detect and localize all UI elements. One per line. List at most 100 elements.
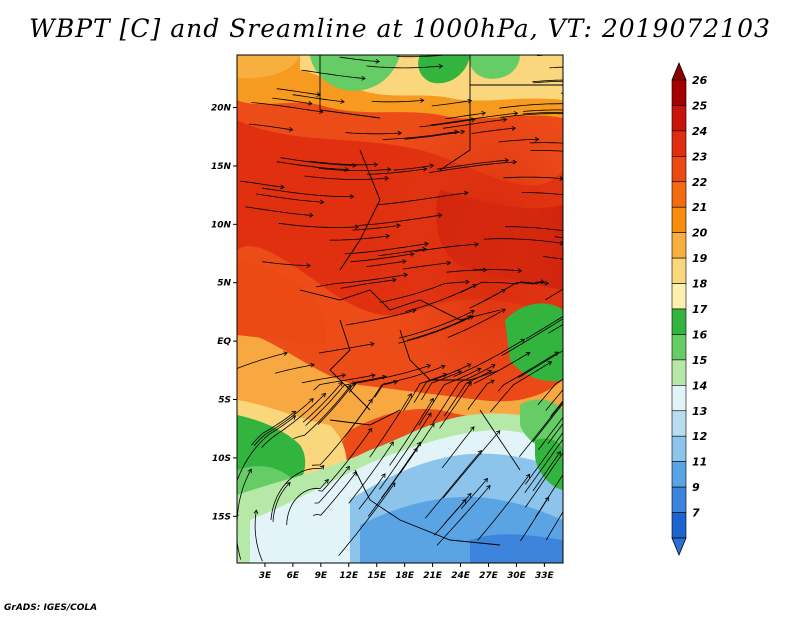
streamline-arrow	[382, 374, 387, 380]
streamline	[436, 159, 509, 170]
streamline-arrow	[407, 393, 412, 398]
streamline-arrow	[416, 441, 421, 447]
streamline-arrow	[584, 281, 588, 285]
streamline-arrow	[472, 283, 477, 289]
streamline-arrow	[583, 386, 587, 390]
streamline	[520, 496, 550, 542]
streamline	[340, 279, 397, 289]
streamline-arrow	[375, 58, 380, 64]
streamline	[348, 364, 431, 393]
streamline	[432, 364, 496, 424]
streamline	[378, 248, 427, 257]
streamline	[311, 399, 373, 466]
streamline	[312, 471, 357, 516]
streamline-arrow	[384, 176, 390, 181]
streamline	[369, 393, 412, 458]
streamline	[446, 269, 487, 273]
colorbar-label: 9	[692, 481, 700, 494]
streamline-arrow	[446, 260, 452, 266]
streamline-arrow	[253, 509, 259, 514]
streamline	[367, 447, 418, 517]
streamline	[318, 428, 373, 492]
streamline	[467, 379, 495, 410]
streamline-arrow	[413, 447, 418, 453]
streamline-arrow	[559, 176, 563, 181]
streamline	[276, 161, 349, 170]
streamline-arrow	[525, 473, 531, 479]
streamline	[382, 131, 459, 140]
streamline-arrow	[392, 277, 397, 283]
streamline	[358, 214, 442, 226]
streamline	[275, 364, 315, 374]
streamline	[301, 374, 346, 384]
streamline-arrow	[578, 51, 581, 55]
streamline-arrow	[396, 223, 401, 229]
streamline-arrow	[471, 117, 476, 123]
streamline-arrow	[429, 163, 435, 169]
streamline-arrow	[544, 496, 550, 502]
streamline	[414, 243, 479, 252]
streamline-arrow	[464, 190, 469, 196]
streamline-arrow	[563, 506, 567, 510]
streamline-arrow	[440, 364, 446, 370]
streamline	[547, 422, 563, 444]
streamline	[518, 350, 563, 378]
colorbar-swatch	[671, 512, 687, 539]
streamline	[537, 378, 563, 406]
streamline-arrow	[467, 381, 472, 387]
streamline-arrow	[422, 166, 428, 172]
streamline-arrow	[626, 68, 630, 72]
streamline-arrow	[566, 314, 570, 318]
streamline	[358, 473, 386, 510]
colorbar-swatch	[671, 461, 687, 488]
streamline-arrow	[370, 341, 375, 347]
lon-label: 24E	[451, 571, 471, 581]
colorbar-swatch	[671, 308, 687, 335]
streamline	[521, 192, 563, 196]
streamline-arrow	[466, 315, 472, 321]
streamline	[548, 323, 563, 334]
colorbar-swatch	[671, 130, 687, 157]
streamline-arrow	[352, 162, 357, 168]
streamline-arrow	[501, 308, 506, 313]
streamline-arrow	[618, 156, 622, 160]
streamline-arrow	[361, 75, 366, 81]
streamline	[545, 511, 563, 541]
colorbar: 26 25 24 23 22 21 20 19 18 17 16 15 14 13 12 11 9 7	[671, 61, 708, 557]
streamline-arrow	[566, 394, 570, 398]
streamline-arrow	[544, 280, 550, 286]
streamline	[503, 176, 563, 180]
lon-label: 6E	[287, 571, 300, 581]
streamline-arrow	[403, 272, 409, 278]
streamline	[460, 478, 488, 509]
colorbar-swatch	[671, 156, 687, 183]
streamline	[424, 450, 482, 519]
streamline	[240, 180, 285, 188]
colorbar-label: 19	[692, 252, 708, 265]
streamline-arrow	[427, 412, 432, 418]
streamline-arrow	[490, 364, 496, 369]
streamline	[272, 97, 312, 105]
colorbar-swatch	[671, 206, 687, 233]
streamline-arrow	[584, 103, 588, 107]
streamline	[249, 123, 293, 131]
streamline	[533, 80, 563, 84]
streamline	[318, 343, 375, 354]
longitude-axis: 3E 6E 9E 12E 15E 18E 21E 24E 27E 30E 33E	[259, 563, 555, 581]
streamline-arrow	[467, 98, 473, 104]
streamline	[418, 368, 481, 426]
streamline-arrow	[469, 315, 475, 320]
colorbar-label: 22	[692, 176, 708, 189]
streamline-arrow	[470, 426, 475, 431]
streamline	[413, 363, 471, 403]
streamline-arrow	[442, 373, 448, 378]
streamline-arrow	[321, 392, 327, 398]
latitude-axis: 20N 15N 10N 5N EQ 5S 10S 15S	[211, 104, 237, 522]
streamline-arrow	[237, 512, 239, 516]
streamline-arrow	[565, 112, 568, 116]
streamline-arrow	[465, 279, 470, 285]
lon-label: 27E	[479, 571, 499, 581]
streamline-arrow	[429, 397, 434, 403]
streamline	[366, 168, 427, 175]
streamline	[286, 479, 329, 526]
